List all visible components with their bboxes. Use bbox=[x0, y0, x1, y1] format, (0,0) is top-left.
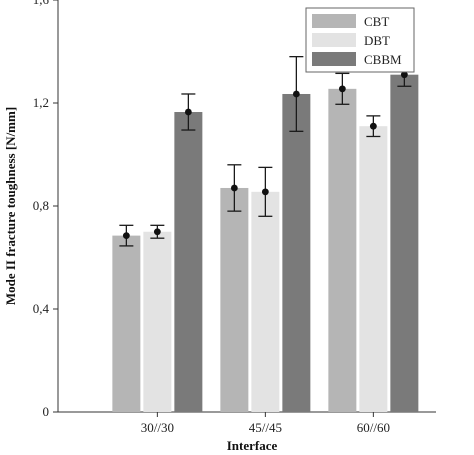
mean-point bbox=[338, 85, 346, 93]
bar-dbt bbox=[359, 126, 388, 413]
x-ticks-group: 30//30 45//45 60//60 bbox=[141, 412, 390, 435]
bar-cbbm bbox=[282, 93, 311, 413]
bar-cbt bbox=[112, 235, 141, 412]
y-tick-label: 0 bbox=[43, 404, 50, 419]
y-tick-label: 0,4 bbox=[33, 301, 50, 316]
legend-swatch-dbt bbox=[312, 33, 356, 47]
bars-group bbox=[112, 74, 419, 413]
legend-label-cbbm: CBBM bbox=[364, 52, 402, 67]
legend-label-cbt: CBT bbox=[364, 14, 389, 29]
legend: CBT DBT CBBM bbox=[305, 7, 415, 73]
mean-point bbox=[261, 188, 269, 196]
x-tick-label: 45//45 bbox=[249, 420, 282, 435]
x-axis-title: Interface bbox=[227, 438, 278, 453]
bar-dbt bbox=[143, 231, 172, 412]
y-tick-label: 1,2 bbox=[33, 95, 49, 110]
mean-point bbox=[400, 71, 408, 79]
y-tick-label: 1,6 bbox=[33, 0, 50, 7]
legend-swatch-cbt bbox=[312, 14, 356, 28]
mean-point bbox=[369, 122, 377, 130]
mean-point bbox=[230, 184, 238, 192]
mean-point bbox=[153, 228, 161, 236]
y-ticks-group: 0 0,4 0,8 1,2 1,6 bbox=[33, 0, 58, 419]
legend-swatch-cbbm bbox=[312, 52, 356, 66]
y-axis-title: Mode II fracture toughness [N/mm] bbox=[3, 107, 18, 305]
bar-cbbm bbox=[390, 74, 419, 413]
bar-cbbm bbox=[174, 112, 203, 412]
mean-point bbox=[184, 108, 192, 116]
legend-label-dbt: DBT bbox=[364, 33, 390, 48]
bar-cbt bbox=[220, 187, 249, 412]
bar-cbt bbox=[328, 88, 357, 413]
x-tick-label: 30//30 bbox=[141, 420, 174, 435]
y-tick-label: 0,8 bbox=[33, 198, 49, 213]
x-tick-label: 60//60 bbox=[357, 420, 390, 435]
mean-point bbox=[292, 90, 300, 98]
mean-point bbox=[122, 232, 130, 240]
bar-dbt bbox=[251, 191, 280, 412]
